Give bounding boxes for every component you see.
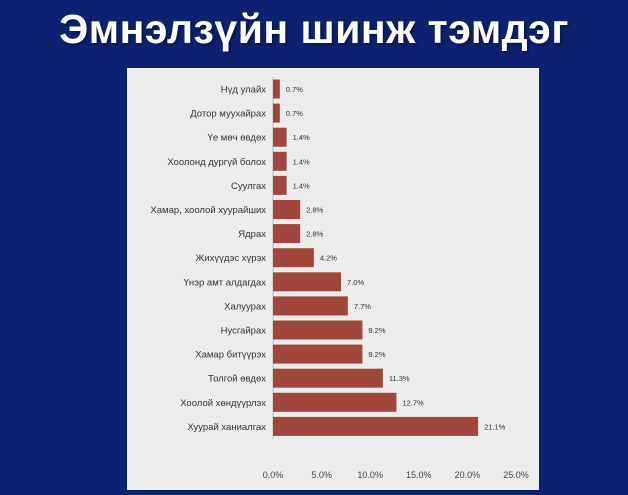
bar [273, 320, 363, 340]
value-label: 1.4% [293, 133, 310, 142]
bar [273, 296, 348, 316]
value-label: 0.7% [286, 85, 303, 94]
value-label: 9.2% [368, 350, 385, 359]
value-label: 7.7% [354, 302, 371, 311]
bar [273, 392, 397, 412]
category-label: Толгой өвдөх [208, 374, 266, 385]
value-label: 12.7% [402, 398, 424, 407]
category-label: Хамар, хоолой хуурайших [150, 205, 266, 216]
bar [273, 79, 280, 99]
value-label: 11.3% [389, 374, 410, 383]
bar [273, 368, 383, 388]
category-label: Хамар битүүрэх [195, 350, 266, 361]
value-label: 1.4% [293, 157, 310, 166]
bar [273, 224, 301, 244]
x-tick-label: 20.0% [455, 470, 481, 480]
bar [273, 248, 314, 268]
x-tick-label: 25.0% [503, 470, 529, 480]
category-label: Үе мөч өвдөх [208, 133, 267, 144]
value-label: 1.4% [293, 181, 310, 190]
value-label: 0.7% [286, 109, 303, 118]
x-tick-label: 5.0% [311, 470, 332, 480]
value-label: 9.2% [368, 326, 385, 335]
category-label: Жихүүдэс хүрэх [196, 253, 267, 264]
x-tick-label: 0.0% [263, 470, 284, 480]
category-label: Дотор муухайрах [190, 109, 266, 120]
category-label: Суулгах [231, 181, 266, 192]
bar [273, 151, 287, 171]
value-label: 21.1% [484, 422, 506, 431]
category-label: Хоолонд дургүй болох [167, 157, 266, 168]
symptoms-bar-chart: Нүд улайх 0.7% Дотор муухайрах 0.7% Үе мөч ө… [150, 76, 529, 480]
category-label: Нүд улайх [221, 85, 266, 96]
category-label: Халуурах [224, 301, 266, 312]
category-label: Ядрах [238, 229, 266, 240]
bar [273, 272, 342, 292]
category-label: Хоолой хөндүүрлэх [180, 398, 266, 409]
bar [273, 127, 287, 147]
category-label: Хуурай ханиалгах [187, 422, 266, 433]
bar [273, 416, 479, 436]
slide-title: Эмнэлзүйн шинж тэмдэг [59, 6, 569, 52]
bar [273, 103, 280, 123]
value-label: 2.8% [306, 230, 323, 239]
bar [273, 175, 287, 195]
category-label: Нусгайрах [221, 326, 267, 337]
value-label: 7.0% [347, 278, 364, 287]
value-label: 4.2% [320, 254, 337, 263]
x-tick-label: 10.0% [357, 470, 383, 480]
bar [273, 344, 363, 364]
x-tick-label: 15.0% [406, 470, 432, 480]
value-label: 2.8% [306, 206, 323, 215]
chart-panel: Нүд улайх 0.7% Дотор муухайрах 0.7% Үе мөч ө… [127, 68, 539, 490]
category-label: Үнэр амт алдагдах [184, 277, 267, 288]
bar [273, 200, 301, 219]
